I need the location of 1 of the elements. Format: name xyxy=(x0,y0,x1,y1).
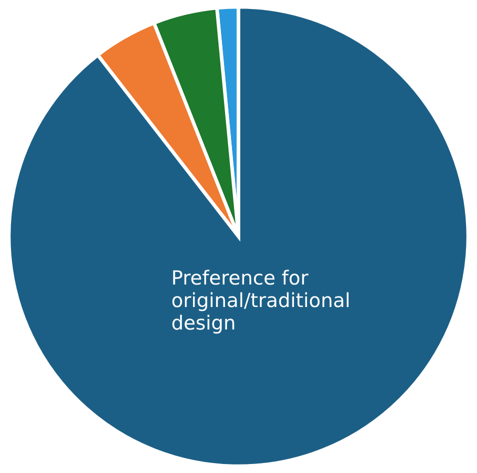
slice-label: Preference for original/traditional design xyxy=(172,270,349,334)
